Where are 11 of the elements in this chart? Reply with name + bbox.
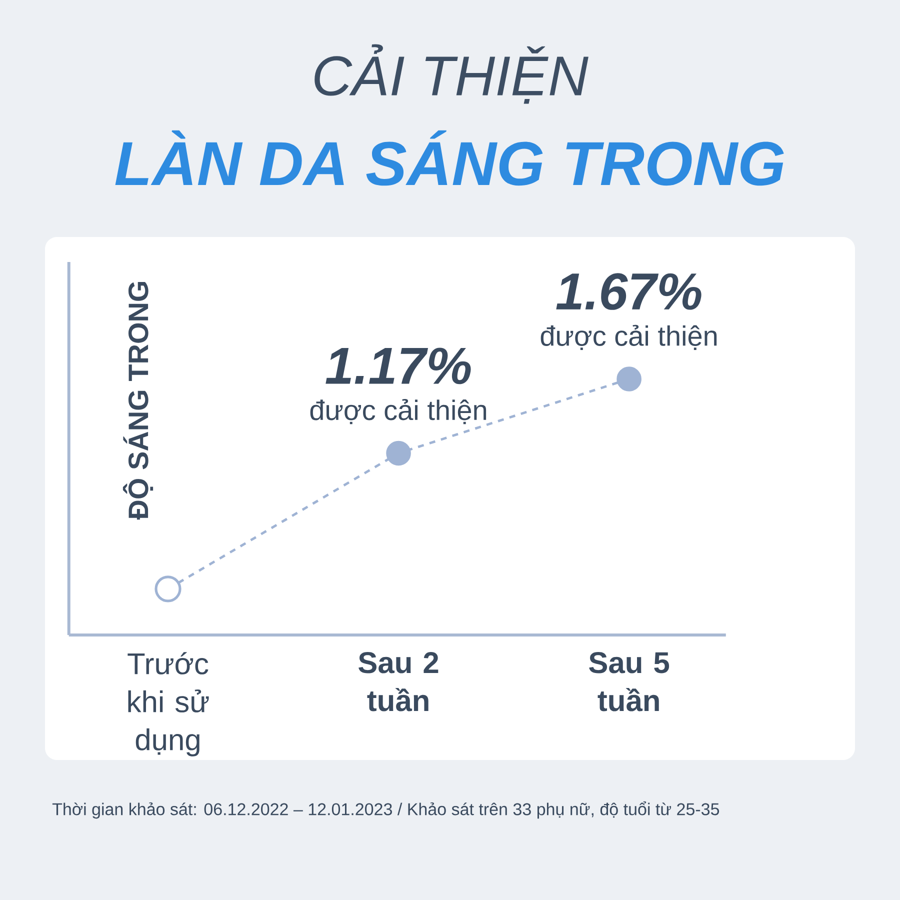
x-tick-label: Sau 2 tuần — [358, 652, 438, 712]
annotation: 1.67% — [556, 273, 702, 310]
annotation: 1.17% — [326, 348, 471, 384]
annotation: được cải thiện — [310, 399, 486, 424]
text: Thời gian khảo sát: 06.12.2022 – 12.01.2023 / Khảo sát trên 33 phụ nữ, độ tuổi từ 25-35 — [52, 801, 720, 819]
chart-title: CẢI THIỆN — [314, 44, 588, 104]
y-axis-title: ĐỘ SÁNG TRONG — [122, 282, 154, 520]
x-tick-label: Sau 5 tuần — [589, 652, 670, 712]
annotation: được cải thiện — [540, 324, 717, 350]
chart-subtitle: LÀN DA SÁNG TRONG — [115, 130, 784, 186]
x-tick-label: Trước khi sử dụng — [128, 652, 209, 756]
